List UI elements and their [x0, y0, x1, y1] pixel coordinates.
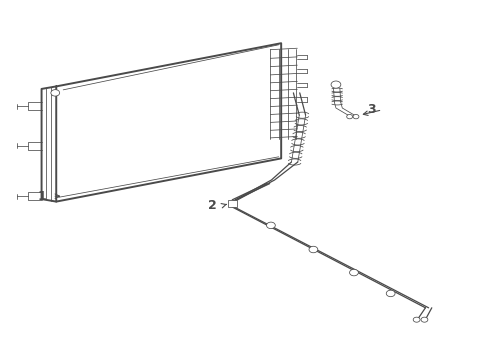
Circle shape — [266, 222, 275, 229]
Circle shape — [420, 317, 427, 322]
Bar — [227, 200, 236, 207]
Text: 2: 2 — [208, 199, 217, 212]
Circle shape — [349, 269, 358, 276]
Circle shape — [330, 81, 340, 88]
Text: 1: 1 — [37, 190, 46, 203]
Circle shape — [51, 90, 60, 96]
Circle shape — [308, 246, 317, 253]
Circle shape — [346, 114, 352, 119]
Circle shape — [412, 317, 419, 322]
Text: 3: 3 — [366, 103, 375, 116]
Circle shape — [386, 290, 394, 297]
Circle shape — [352, 114, 358, 119]
